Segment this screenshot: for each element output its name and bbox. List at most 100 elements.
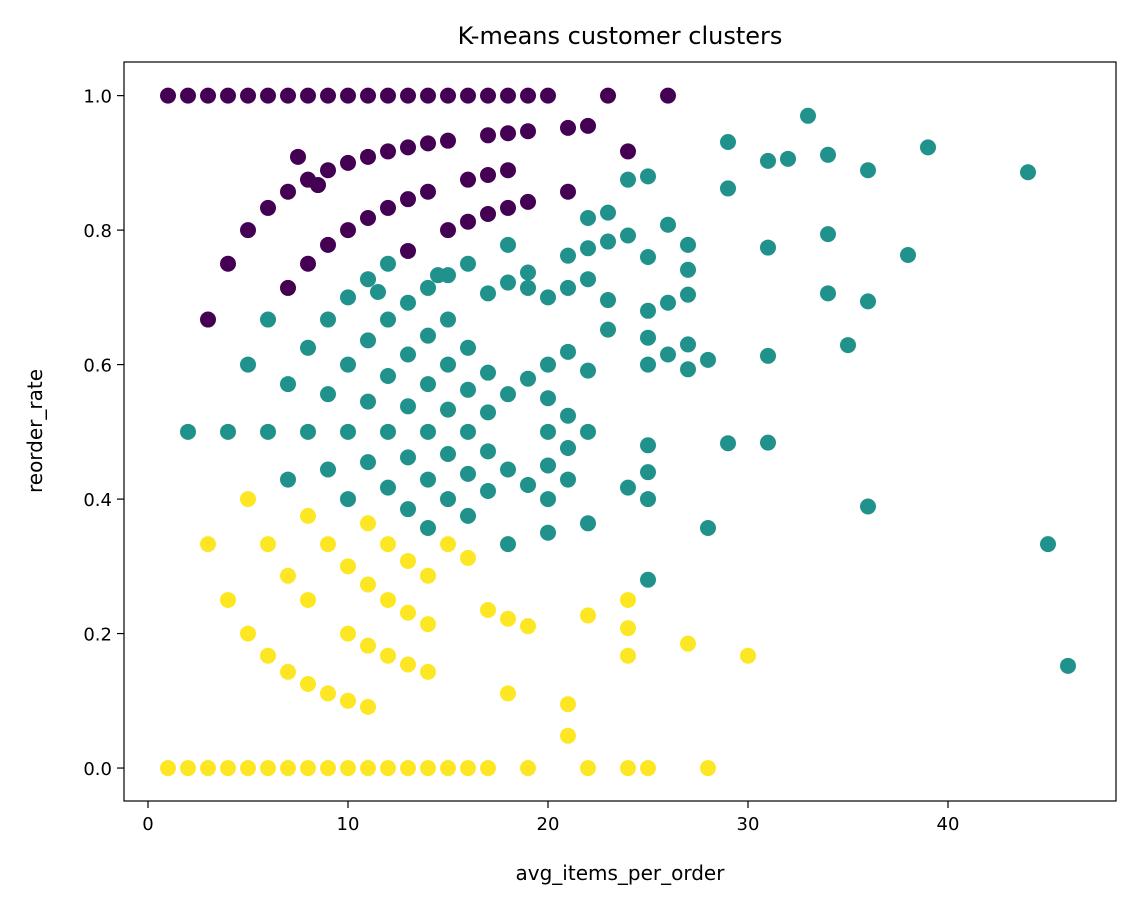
data-point-cluster-2 (380, 536, 396, 553)
data-point-cluster-2 (420, 567, 436, 584)
data-point-cluster-0 (360, 87, 376, 104)
data-point-cluster-1 (700, 519, 716, 536)
data-point-cluster-1 (920, 139, 936, 156)
data-point-cluster-2 (200, 536, 216, 553)
data-point-cluster-2 (500, 685, 516, 702)
data-point-cluster-1 (720, 435, 736, 452)
data-point-cluster-1 (640, 249, 656, 266)
data-point-cluster-2 (280, 567, 296, 584)
data-point-cluster-1 (400, 449, 416, 466)
data-point-cluster-1 (320, 461, 336, 478)
data-point-cluster-2 (300, 591, 316, 608)
data-point-cluster-2 (280, 760, 296, 777)
data-point-cluster-1 (420, 327, 436, 344)
data-point-cluster-0 (500, 87, 516, 104)
data-point-cluster-2 (360, 698, 376, 715)
data-point-cluster-2 (340, 760, 356, 777)
data-point-cluster-2 (320, 685, 336, 702)
data-point-cluster-2 (560, 727, 576, 744)
data-point-cluster-1 (480, 443, 496, 460)
data-point-cluster-1 (620, 479, 636, 496)
data-point-cluster-0 (460, 171, 476, 188)
data-point-cluster-1 (560, 247, 576, 264)
data-point-cluster-1 (800, 107, 816, 124)
data-point-cluster-0 (240, 87, 256, 104)
data-point-cluster-1 (780, 150, 796, 167)
data-point-cluster-1 (500, 386, 516, 403)
data-point-cluster-2 (400, 760, 416, 777)
y-tick-label: 1.0 (83, 87, 112, 108)
data-point-cluster-1 (520, 279, 536, 296)
data-point-cluster-1 (460, 255, 476, 272)
y-tick-label: 0.2 (83, 625, 112, 646)
points-layer (160, 87, 1076, 777)
data-point-cluster-1 (820, 285, 836, 302)
data-point-cluster-1 (440, 267, 456, 284)
data-point-cluster-2 (480, 602, 496, 619)
data-point-cluster-1 (420, 376, 436, 393)
data-point-cluster-1 (680, 261, 696, 278)
data-point-cluster-1 (860, 498, 876, 515)
data-point-cluster-2 (300, 507, 316, 524)
data-point-cluster-2 (560, 696, 576, 713)
data-point-cluster-1 (360, 393, 376, 410)
x-axis-label: avg_items_per_order (516, 861, 726, 885)
data-point-cluster-1 (400, 501, 416, 518)
data-point-cluster-1 (540, 491, 556, 508)
data-point-cluster-1 (520, 264, 536, 281)
data-point-cluster-1 (380, 368, 396, 385)
data-point-cluster-0 (300, 255, 316, 272)
data-point-cluster-2 (260, 760, 276, 777)
data-point-cluster-1 (360, 454, 376, 471)
data-point-cluster-2 (260, 536, 276, 553)
data-point-cluster-2 (440, 760, 456, 777)
data-point-cluster-1 (220, 423, 236, 440)
data-point-cluster-1 (720, 180, 736, 197)
data-point-cluster-0 (580, 117, 596, 134)
data-point-cluster-0 (480, 127, 496, 144)
data-point-cluster-0 (500, 199, 516, 216)
data-point-cluster-1 (840, 337, 856, 354)
data-point-cluster-2 (420, 760, 436, 777)
data-point-cluster-1 (420, 471, 436, 488)
data-point-cluster-2 (580, 607, 596, 624)
data-point-cluster-1 (560, 279, 576, 296)
data-point-cluster-1 (500, 274, 516, 291)
data-point-cluster-2 (160, 760, 176, 777)
data-point-cluster-0 (340, 154, 356, 171)
data-point-cluster-0 (400, 191, 416, 208)
data-point-cluster-2 (260, 647, 276, 664)
data-point-cluster-1 (260, 311, 276, 328)
data-point-cluster-1 (660, 346, 676, 363)
data-point-cluster-1 (180, 423, 196, 440)
data-point-cluster-2 (420, 663, 436, 680)
data-point-cluster-0 (200, 87, 216, 104)
data-point-cluster-1 (440, 311, 456, 328)
data-point-cluster-2 (340, 558, 356, 575)
data-point-cluster-2 (580, 760, 596, 777)
data-point-cluster-2 (640, 760, 656, 777)
data-point-cluster-0 (380, 87, 396, 104)
data-point-cluster-2 (480, 760, 496, 777)
data-point-cluster-1 (480, 364, 496, 381)
data-point-cluster-2 (400, 656, 416, 673)
data-point-cluster-1 (400, 294, 416, 311)
data-point-cluster-2 (300, 675, 316, 692)
data-point-cluster-1 (420, 279, 436, 296)
data-point-cluster-1 (640, 464, 656, 481)
data-point-cluster-1 (820, 226, 836, 243)
data-point-cluster-1 (640, 168, 656, 185)
data-point-cluster-0 (360, 148, 376, 165)
data-point-cluster-2 (520, 618, 536, 635)
data-point-cluster-1 (400, 346, 416, 363)
data-point-cluster-1 (460, 381, 476, 398)
data-point-cluster-0 (400, 87, 416, 104)
data-point-cluster-1 (480, 285, 496, 302)
data-point-cluster-0 (500, 125, 516, 142)
data-point-cluster-1 (340, 491, 356, 508)
data-point-cluster-1 (640, 356, 656, 373)
data-point-cluster-0 (400, 242, 416, 259)
data-point-cluster-1 (480, 483, 496, 500)
data-point-cluster-1 (600, 321, 616, 338)
data-point-cluster-1 (600, 292, 616, 309)
